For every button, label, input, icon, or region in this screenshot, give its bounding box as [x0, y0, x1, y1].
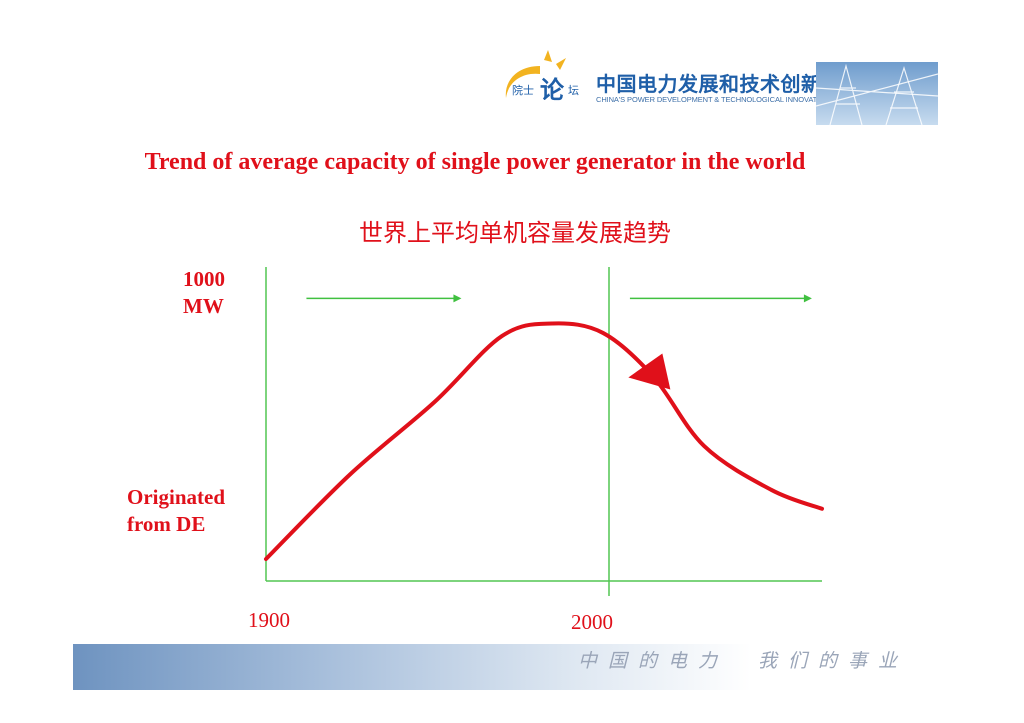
series-point-3	[500, 334, 504, 338]
logo-mark-right: 坛	[568, 84, 579, 97]
series-point-0	[264, 557, 268, 561]
forum-logo-icon: 院士 论 坛	[505, 50, 579, 104]
decline-arrowhead	[628, 353, 671, 390]
x-tick-2000: 2000	[571, 610, 613, 634]
logo-area: 院士 论 坛	[500, 48, 940, 128]
series-point-5	[601, 331, 605, 335]
footer-bar	[73, 644, 943, 690]
trend-arrows	[306, 294, 812, 303]
footer-slogan: 中国的电力 我们的事业	[578, 650, 909, 672]
series-point-4	[550, 322, 554, 326]
trend-arrow-0	[306, 294, 462, 303]
series-point-1	[348, 472, 352, 476]
logo-mark-left: 院士	[512, 83, 534, 97]
x-tick-1900: 1900	[248, 608, 290, 632]
series-point-7	[702, 444, 706, 448]
series-points	[264, 322, 824, 561]
series-point-8	[769, 488, 773, 492]
chart-title: Trend of average capacity of single powe…	[144, 149, 806, 175]
series-trend-line	[264, 321, 824, 562]
chart-subtitle: 世界上平均单机容量发展趋势	[359, 219, 671, 247]
y-label-top: 1000 MW	[183, 267, 225, 318]
y-label-bottom: Originated from DE	[127, 485, 225, 536]
trend-arrow-1	[629, 294, 812, 303]
power-tower-photo	[815, 62, 939, 126]
logo-name-en: CHINA'S POWER DEVELOPMENT & TECHNOLOGICA…	[596, 95, 831, 104]
logo-mark-big: 论	[540, 76, 565, 104]
series-point-9	[820, 507, 824, 511]
logo-name-cn: 中国电力发展和技术创新	[596, 72, 822, 96]
series-point-2	[432, 400, 436, 404]
